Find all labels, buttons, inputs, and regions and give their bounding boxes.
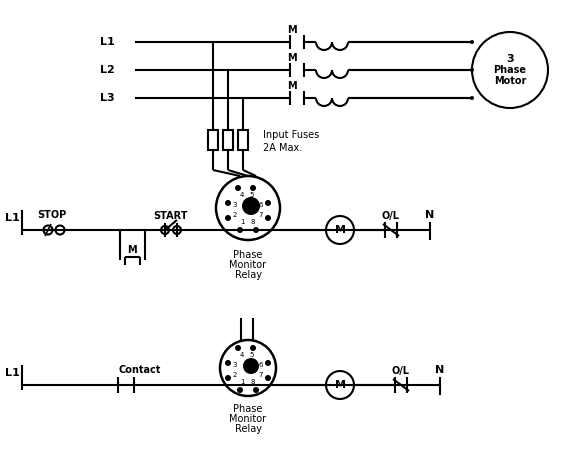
Circle shape <box>253 227 259 233</box>
Text: L1: L1 <box>100 37 115 47</box>
Circle shape <box>235 185 241 191</box>
Text: O/L: O/L <box>382 211 400 221</box>
Text: Contact: Contact <box>119 365 161 375</box>
Text: 2: 2 <box>233 212 237 218</box>
Text: START: START <box>153 211 188 221</box>
Text: 6: 6 <box>259 362 263 368</box>
Text: Relay: Relay <box>234 424 262 434</box>
Text: Motor: Motor <box>494 76 526 86</box>
Text: Phase: Phase <box>233 250 263 260</box>
Bar <box>223 130 233 150</box>
Text: 5: 5 <box>249 352 254 358</box>
Text: M: M <box>335 225 345 235</box>
Circle shape <box>265 360 271 366</box>
Circle shape <box>470 40 474 44</box>
Circle shape <box>250 345 256 351</box>
Circle shape <box>237 227 243 233</box>
Circle shape <box>242 197 260 215</box>
Text: Phase: Phase <box>233 404 263 414</box>
Text: M: M <box>287 25 297 35</box>
Text: N: N <box>435 365 445 375</box>
Circle shape <box>250 185 256 191</box>
Text: 1: 1 <box>241 219 245 225</box>
Text: Monitor: Monitor <box>230 260 267 270</box>
Text: 1: 1 <box>241 379 245 385</box>
Text: L1: L1 <box>5 368 19 378</box>
Text: 3: 3 <box>233 362 237 368</box>
Text: 8: 8 <box>251 219 255 225</box>
Circle shape <box>243 358 259 374</box>
Text: Monitor: Monitor <box>230 414 267 424</box>
Text: L2: L2 <box>100 65 115 75</box>
Circle shape <box>265 200 271 206</box>
Text: M: M <box>127 245 137 255</box>
Text: 2A Max.: 2A Max. <box>263 143 302 153</box>
Bar <box>208 130 218 150</box>
Text: 3: 3 <box>233 202 237 208</box>
Circle shape <box>225 215 231 221</box>
Circle shape <box>265 375 271 381</box>
Circle shape <box>225 375 231 381</box>
Circle shape <box>235 345 241 351</box>
Text: 6: 6 <box>259 202 263 208</box>
Text: M: M <box>335 380 345 390</box>
Text: 4: 4 <box>239 192 244 198</box>
Circle shape <box>470 68 474 72</box>
Text: L1: L1 <box>5 213 19 223</box>
Circle shape <box>225 360 231 366</box>
Text: L3: L3 <box>100 93 115 103</box>
Text: 7: 7 <box>259 372 263 378</box>
Circle shape <box>470 96 474 100</box>
Text: STOP: STOP <box>38 210 67 220</box>
Text: 5: 5 <box>249 192 254 198</box>
Text: 3: 3 <box>506 54 514 64</box>
Circle shape <box>265 215 271 221</box>
Text: 2: 2 <box>233 372 237 378</box>
Text: Relay: Relay <box>234 270 262 280</box>
Bar <box>238 130 248 150</box>
Text: 8: 8 <box>251 379 255 385</box>
Text: 4: 4 <box>239 352 244 358</box>
Circle shape <box>225 200 231 206</box>
Text: 7: 7 <box>259 212 263 218</box>
Text: Phase: Phase <box>494 65 527 75</box>
Text: Input Fuses: Input Fuses <box>263 130 319 140</box>
Text: N: N <box>425 210 435 220</box>
Circle shape <box>237 387 243 393</box>
Text: M: M <box>287 81 297 91</box>
Circle shape <box>253 387 259 393</box>
Text: M: M <box>287 53 297 63</box>
Text: O/L: O/L <box>392 366 410 376</box>
